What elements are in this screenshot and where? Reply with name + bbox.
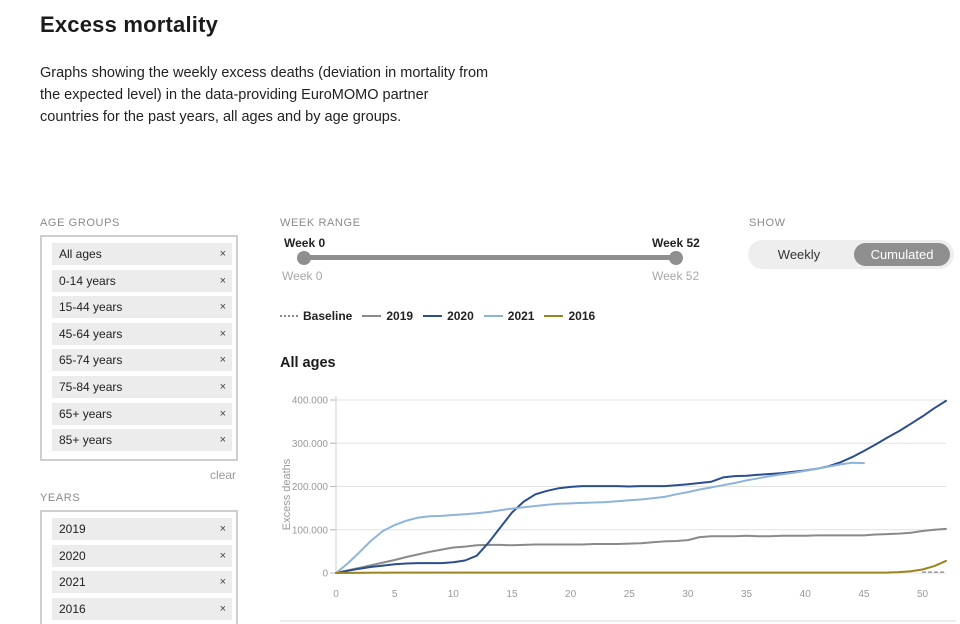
week-range-label: WEEK RANGE (280, 217, 361, 229)
page-title: Excess mortality (40, 12, 219, 37)
remove-icon[interactable]: × (219, 248, 226, 260)
remove-icon[interactable]: × (219, 523, 226, 535)
x-tick-label: 30 (682, 589, 694, 600)
legend-label: 2016 (568, 309, 596, 323)
legend-label: Baseline (303, 309, 353, 323)
age-group-tag-65-plus[interactable]: 65+ years × (52, 402, 232, 425)
year-tag-2019[interactable]: 2019 × (52, 518, 232, 540)
remove-icon[interactable]: × (219, 327, 226, 340)
years-box: 2019 × 2020 × 2021 × 2016 × (40, 510, 238, 624)
show-toggle: Weekly Cumulated (748, 240, 954, 269)
legend-swatch (280, 315, 298, 317)
tag-label: 0-14 years (59, 273, 116, 288)
remove-icon[interactable]: × (219, 380, 226, 393)
y-tick-label: 100.000 (292, 525, 329, 536)
week-max-label: Week 52 (652, 269, 700, 283)
y-tick-label: 200.000 (292, 482, 329, 493)
legend-item-2019[interactable]: 2019 (362, 309, 413, 323)
clear-age-groups-link[interactable]: clear (210, 468, 237, 482)
remove-icon[interactable]: × (219, 407, 226, 420)
series-line-2020 (335, 399, 947, 574)
remove-icon[interactable]: × (219, 602, 226, 615)
legend-swatch (483, 315, 503, 317)
y-tick-label: 300.000 (292, 439, 329, 450)
tag-label: 2021 (59, 575, 86, 590)
excess-deaths-chart: 0 100.000 200.000 300.000 400.000 0 5 10 15 20 25 3… (280, 396, 956, 622)
age-group-tag-45-64[interactable]: 45-64 years × (52, 322, 232, 345)
tag-label: 2020 (59, 548, 86, 563)
remove-icon[interactable]: × (219, 301, 226, 314)
tag-label: 65+ years (59, 406, 113, 421)
legend-label: 2020 (447, 309, 474, 323)
legend-swatch (544, 315, 564, 317)
chart-legend: Baseline 2019 2020 2021 2016 (280, 309, 605, 323)
remove-icon[interactable]: × (219, 549, 226, 562)
age-group-tag-all-ages[interactable]: All ages × (52, 243, 232, 265)
legend-item-2020[interactable]: 2020 (423, 309, 474, 323)
show-label: SHOW (749, 217, 786, 229)
legend-label: 2021 (507, 309, 535, 323)
tag-label: 85+ years (59, 433, 113, 448)
year-tag-2021[interactable]: 2021 × (52, 571, 232, 594)
week-end-handle[interactable] (669, 251, 683, 265)
week-range-track[interactable] (304, 255, 676, 260)
series-line-2021 (335, 461, 865, 574)
tag-label: 2019 (59, 522, 86, 536)
age-groups-label: AGE GROUPS (40, 217, 120, 229)
x-tick-label: 35 (741, 589, 753, 600)
legend-item-2021[interactable]: 2021 (483, 309, 535, 323)
series-line-2019 (335, 527, 947, 574)
remove-icon[interactable]: × (219, 274, 226, 287)
x-tick-label: 25 (624, 589, 636, 600)
age-group-tag-65-74[interactable]: 65-74 years × (52, 349, 232, 372)
years-label: YEARS (40, 492, 81, 504)
week-end-label: Week 52 (652, 236, 700, 250)
x-tick-label: 5 (392, 589, 398, 600)
x-tick-label: 40 (800, 589, 812, 600)
legend-swatch (423, 315, 443, 317)
age-groups-box: All ages × 0-14 years × 15-44 years × 45-64… (40, 235, 238, 461)
remove-icon[interactable]: × (219, 576, 226, 589)
x-tick-label: 50 (917, 589, 929, 600)
age-group-tag-15-44[interactable]: 15-44 years × (52, 296, 232, 319)
y-axis-label: Excess deaths (281, 458, 293, 530)
remove-icon[interactable]: × (219, 434, 226, 447)
tag-label: 15-44 years (59, 300, 123, 315)
cumulated-option[interactable]: Cumulated (854, 243, 950, 266)
tag-label: 75-84 years (59, 379, 123, 394)
x-tick-label: 0 (333, 589, 339, 600)
week-start-handle[interactable] (297, 251, 311, 265)
age-group-tag-75-84[interactable]: 75-84 years × (52, 375, 232, 398)
year-tag-2016[interactable]: 2016 × (52, 597, 232, 620)
age-group-tag-85-plus[interactable]: 85+ years × (52, 429, 232, 452)
x-tick-label: 45 (858, 589, 870, 600)
tag-label: 2016 (59, 601, 86, 616)
series-line-2016 (335, 559, 947, 574)
week-min-label: Week 0 (282, 269, 323, 283)
chart-title: All ages (280, 355, 336, 371)
y-tick-label: 400.000 (292, 396, 329, 407)
weekly-option[interactable]: Weekly (777, 247, 821, 262)
legend-item-baseline[interactable]: Baseline (280, 309, 352, 323)
legend-label: 2019 (386, 309, 414, 323)
tag-label: All ages (59, 247, 102, 261)
legend-item-2016[interactable]: 2016 (544, 309, 595, 323)
tag-label: 45-64 years (59, 326, 123, 341)
x-tick-label: 15 (506, 589, 518, 600)
y-tick-label: 0 (322, 569, 328, 580)
page-description: Graphs showing the weekly excess deaths … (40, 65, 489, 125)
week-start-label: Week 0 (284, 236, 326, 250)
x-tick-label: 20 (565, 589, 577, 600)
age-group-tag-0-14[interactable]: 0-14 years × (52, 269, 232, 292)
tag-label: 65-74 years (59, 353, 123, 368)
remove-icon[interactable]: × (219, 354, 226, 367)
x-tick-label: 10 (448, 589, 460, 600)
year-tag-2020[interactable]: 2020 × (52, 544, 232, 567)
legend-swatch (362, 315, 382, 317)
